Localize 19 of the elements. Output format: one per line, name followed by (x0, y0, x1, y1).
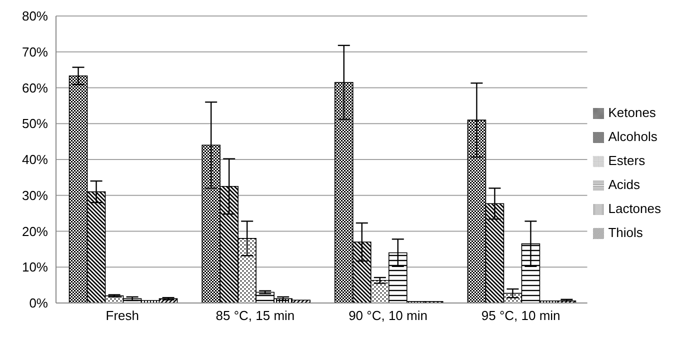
y-tick-label: 30% (22, 188, 48, 203)
legend-label: Esters (608, 153, 646, 168)
legend-label: Thiols (608, 225, 643, 240)
y-tick-label: 20% (22, 224, 48, 239)
x-tick-label: Fresh (106, 308, 140, 324)
y-tick-label: 80% (22, 8, 48, 24)
legend-label: Ketones (608, 105, 656, 120)
legend-label: Lactones (608, 201, 661, 216)
y-tick-label: 0% (29, 296, 48, 311)
y-tick-label: 50% (22, 116, 48, 132)
y-tick-label: 70% (22, 44, 48, 60)
x-tick-label: 85 °C, 15 min (216, 308, 295, 324)
legend-label: Alcohols (608, 129, 658, 144)
legend-label: Acids (608, 177, 640, 192)
y-tick-label: 60% (22, 80, 48, 96)
x-tick-label: 90 °C, 10 min (348, 308, 428, 324)
y-tick-label: 40% (22, 152, 48, 168)
x-tick-label: 95 °C, 10 min (481, 308, 560, 324)
y-tick-label: 10% (22, 260, 48, 275)
